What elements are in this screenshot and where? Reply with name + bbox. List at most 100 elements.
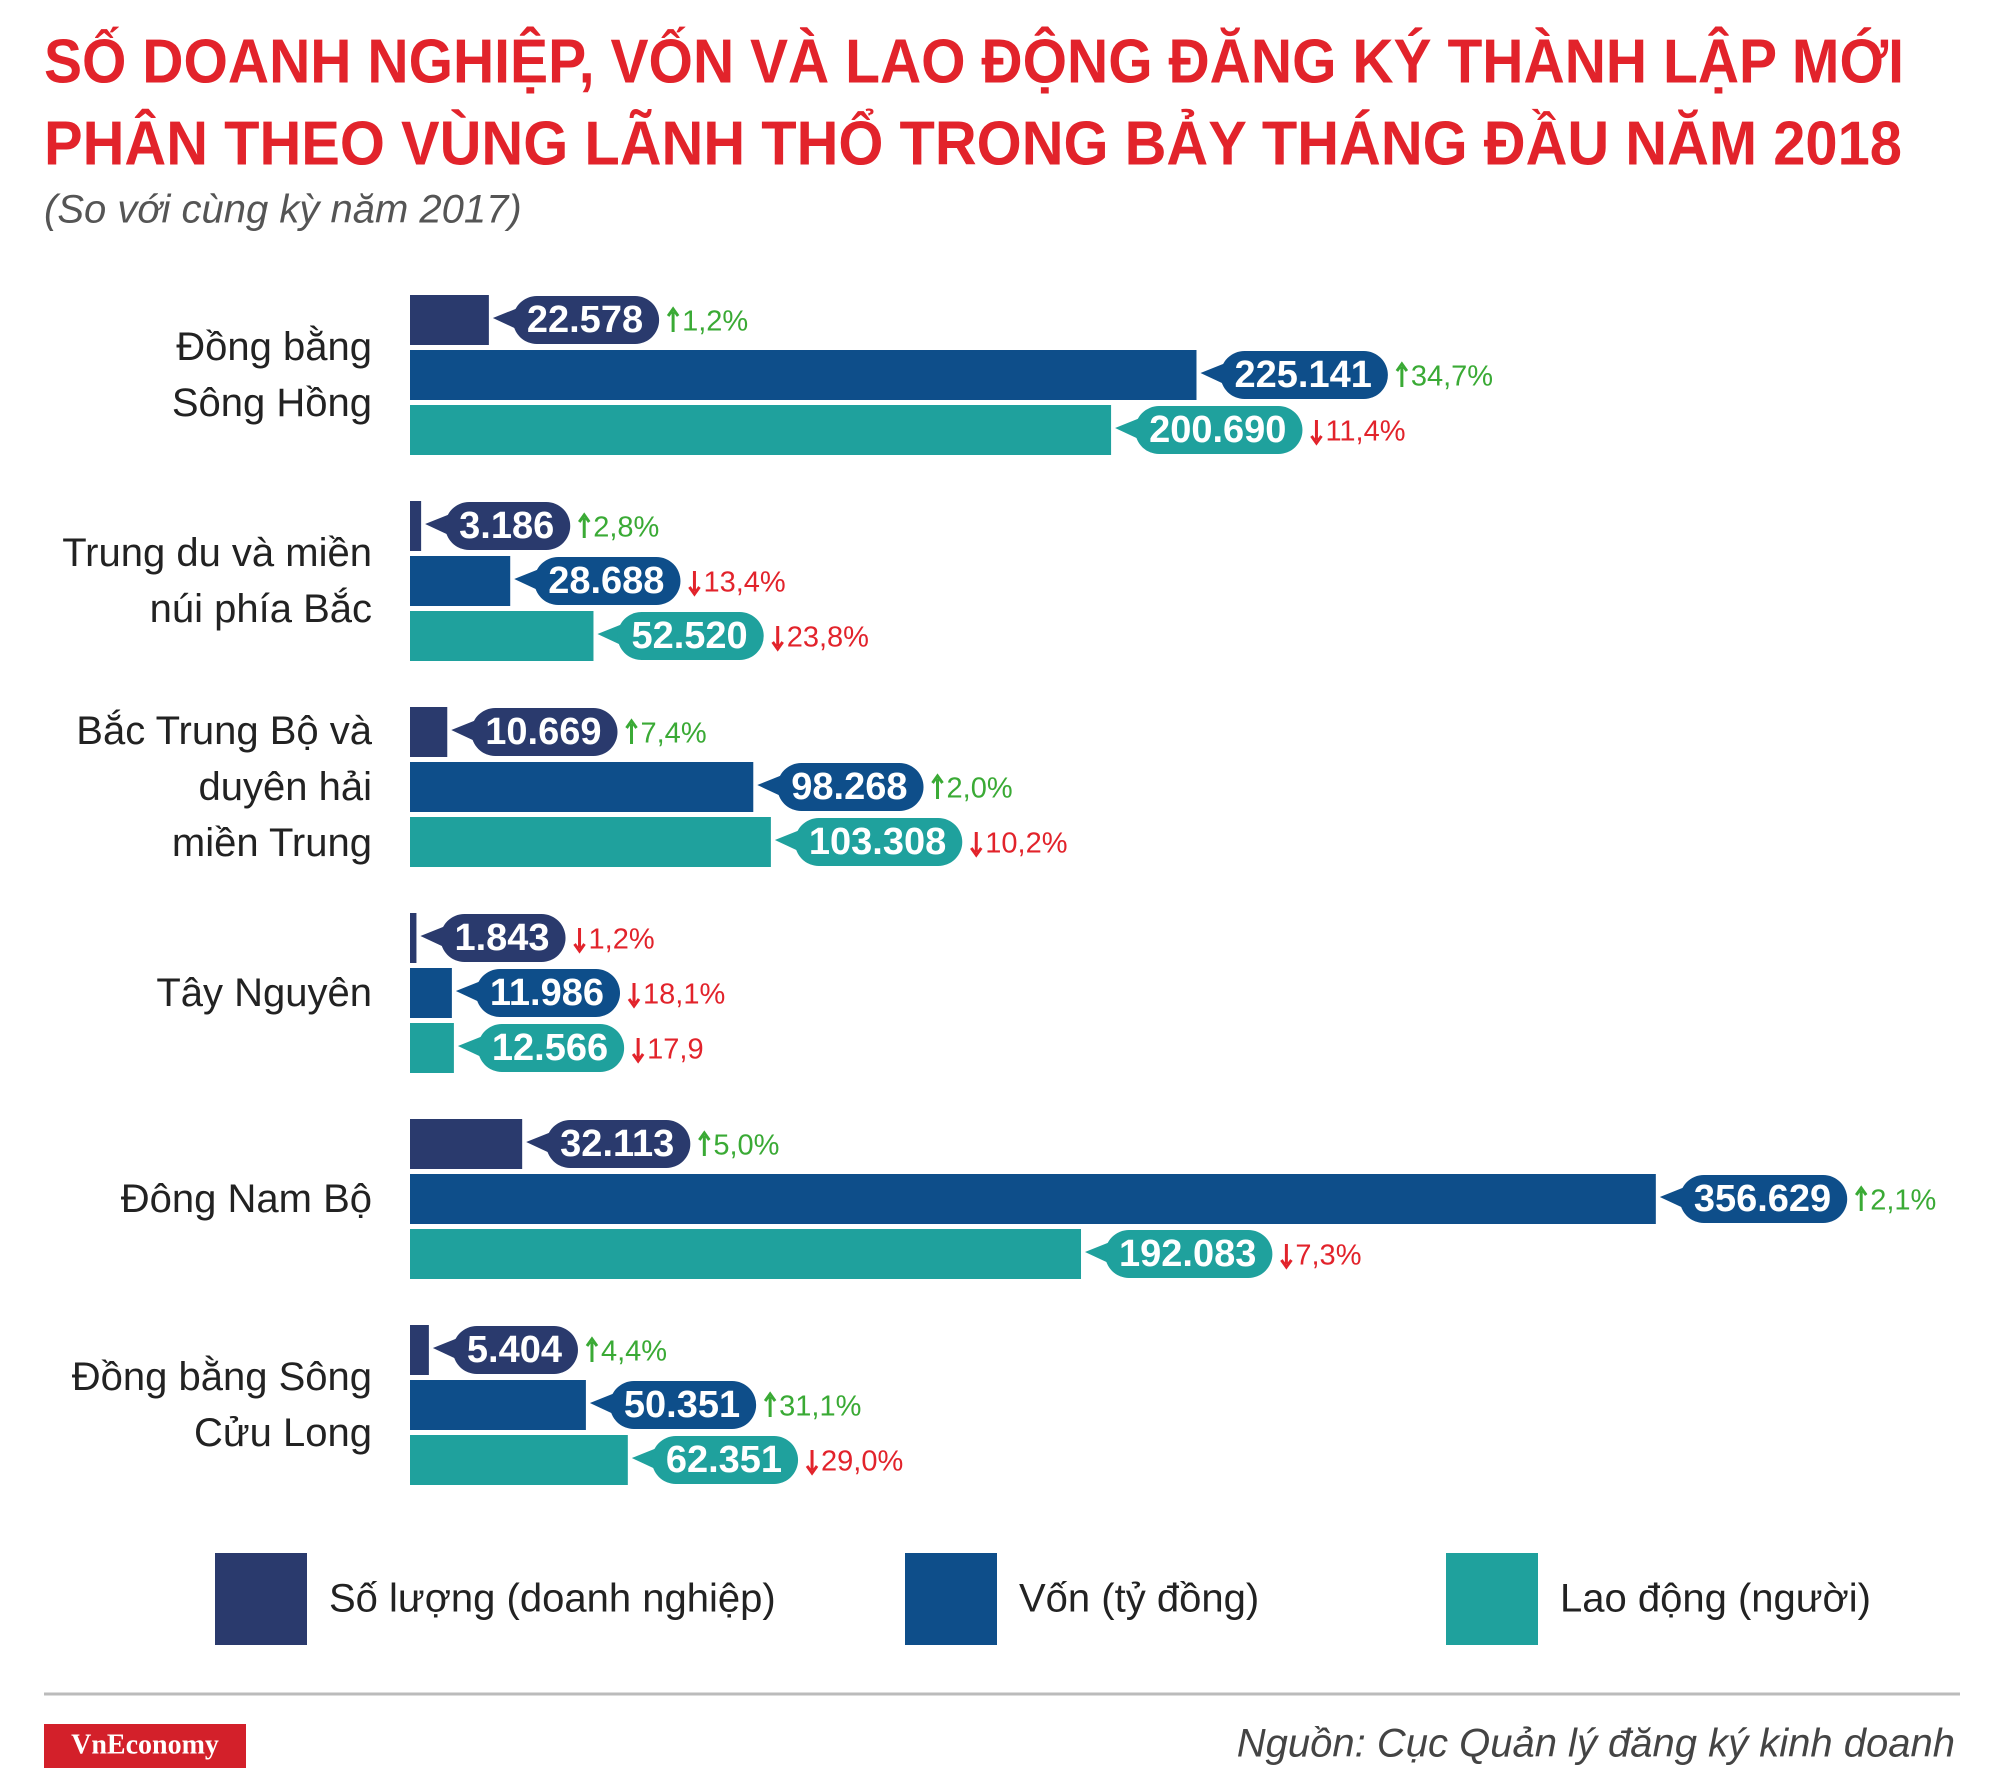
change-label: 1,2% [589,924,655,956]
value-label: 200.690 [1149,409,1286,451]
change-arrow [573,928,586,954]
bar [410,817,771,867]
change-label: 17,9 [647,1034,703,1066]
label-pill [477,1024,625,1072]
value-label: 3.186 [459,505,554,547]
change-arrow [1854,1185,1868,1211]
change-arrow [631,1038,645,1064]
chart-subtitle: (So với cùng kỳ năm 2017) [44,188,522,232]
change-arrow [763,1391,777,1417]
label-pill [445,502,571,550]
label-pill [1679,1175,1848,1223]
bar [410,295,489,345]
change-arrow [578,512,591,538]
change-label: 34,7% [1411,361,1493,393]
value-label: 1.843 [454,917,549,959]
legend-swatch [905,1553,997,1645]
label-pill [1135,406,1303,454]
label-pill [452,1326,578,1374]
legend-swatch [215,1553,307,1645]
change-label: 11,4% [1325,416,1405,448]
bar [410,1229,1082,1279]
category-label: Đông Nam Bộ [120,1177,372,1221]
legend-swatch [1446,1553,1538,1645]
category-label: Đồng bằng Sông Cửu Long [71,1355,372,1455]
label-pill [534,557,681,605]
bar [410,1380,586,1430]
value-label: 62.351 [666,1439,782,1481]
change-arrow [771,626,784,652]
change-label: 2,1% [1870,1185,1936,1217]
change-label: 23,8% [787,622,869,654]
change-label: 10,2% [985,828,1067,860]
change-arrow [698,1130,711,1156]
label-pill [1220,351,1388,399]
category-label: Tây Nguyên [156,971,372,1015]
label-pill [777,763,924,811]
bar [410,350,1197,400]
value-label: 11.986 [490,972,604,1014]
change-label: 2,8% [593,512,659,544]
change-arrow [970,832,983,858]
label-pill [794,818,963,866]
value-label: 32.113 [560,1123,674,1165]
value-label: 12.566 [492,1027,608,1069]
label-pill [512,296,660,344]
change-arrow [688,571,701,597]
change-arrow [625,718,638,744]
legend-label: Vốn (tỷ đồng) [1019,1577,1259,1621]
change-arrow [805,1450,819,1476]
change-label: 29,0% [821,1446,903,1478]
change-label: 13,4% [703,567,785,599]
change-arrow [627,983,641,1009]
label-pill [651,1436,799,1484]
change-arrow [585,1336,599,1362]
brand-box [44,1724,246,1768]
value-label: 50.351 [624,1384,740,1426]
change-label: 7,3% [1295,1240,1361,1272]
bar [410,556,511,606]
value-label: 28.688 [548,560,664,602]
label-pill [546,1120,691,1168]
bar [410,913,417,963]
change-label: 2,0% [947,773,1013,805]
bar [410,1325,429,1375]
chart-title: SỐ DOANH NGHIỆP, VỐN VÀ LAO ĐỘNG ĐĂNG KÝ… [44,27,1904,96]
change-arrow [1280,1244,1293,1270]
category-label: Bắc Trung Bộ và duyên hải miền Trung [76,709,372,865]
change-arrow [666,306,680,332]
value-label: 192.083 [1119,1233,1256,1275]
value-label: 52.520 [631,615,747,657]
value-label: 98.268 [791,766,907,808]
bar [410,707,448,757]
bar [410,1119,523,1169]
change-arrow [931,773,944,799]
change-arrow [1310,420,1323,446]
legend-label: Lao động (người) [1560,1577,1871,1621]
chart-title: PHÂN THEO VÙNG LÃNH THỔ TRONG BẢY THÁNG … [44,108,1902,178]
bar [410,968,452,1018]
bar [410,501,422,551]
bar [410,1023,454,1073]
legend-label: Số lượng (doanh nghiệp) [329,1577,776,1621]
bar [410,1435,628,1485]
category-label: Đồng bằng Sông Hồng [171,325,372,425]
category-label: Trung du và miền núi phía Bắc [62,531,372,631]
change-label: 4,4% [601,1336,667,1368]
bar [410,611,594,661]
brand: VnEconomy [71,1729,219,1760]
source: Nguồn: Cục Quản lý đăng ký kinh doanh [1237,1722,1955,1766]
label-pill [440,914,566,962]
label-pill [471,708,618,756]
change-label: 31,1% [779,1391,861,1423]
label-pill [609,1381,757,1429]
bar [410,405,1112,455]
value-label: 22.578 [527,299,643,341]
bar [410,1174,1656,1224]
bar [410,762,754,812]
value-label: 356.629 [1694,1178,1831,1220]
label-pill [475,969,621,1017]
label-pill [617,612,764,660]
